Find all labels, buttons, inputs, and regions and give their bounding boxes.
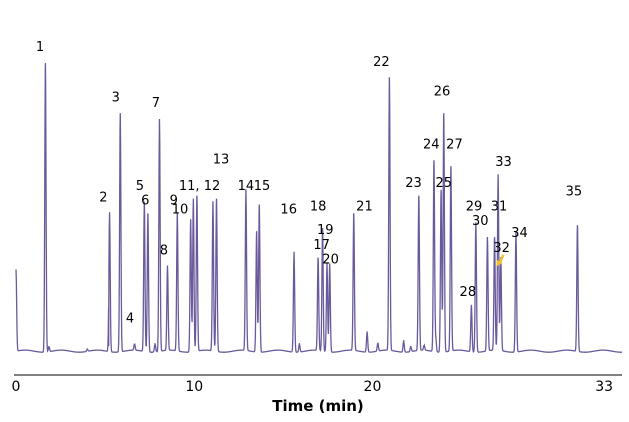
- peak-label-4: 4: [126, 312, 134, 327]
- peak-label-25: 25: [435, 176, 452, 191]
- peak-label-33: 33: [495, 155, 512, 170]
- peak-label-34: 34: [511, 226, 528, 241]
- peak-label-28: 28: [460, 285, 477, 300]
- peak-label-11-12: 11, 12: [179, 179, 220, 194]
- x-tick-label-33: 33: [595, 379, 613, 395]
- peak-label-17: 17: [313, 238, 330, 253]
- peak-label-32: 32: [493, 241, 510, 256]
- peak-label-26: 26: [434, 84, 451, 99]
- peak-label-10: 10: [172, 202, 189, 217]
- peak-label-14: 14: [238, 179, 255, 194]
- peak-label-15: 15: [254, 179, 271, 194]
- peak-label-6: 6: [141, 194, 149, 209]
- peak-label-35: 35: [566, 185, 583, 200]
- annotation-layer: [496, 254, 505, 267]
- peak-label-27: 27: [446, 138, 463, 153]
- trace-layer: [15, 62, 623, 353]
- x-axis: 0 10 20 33: [12, 374, 622, 395]
- peak-label-8: 8: [160, 244, 168, 259]
- peak-label-19: 19: [317, 223, 334, 238]
- peak-label-20: 20: [322, 253, 339, 268]
- annotation-arrow-head: [496, 259, 503, 267]
- peak-label-23: 23: [405, 176, 422, 191]
- peak-label-22: 22: [373, 55, 390, 70]
- chromatogram-trace: [15, 62, 623, 353]
- peak-label-30: 30: [472, 214, 489, 229]
- peak-label-21: 21: [356, 199, 373, 214]
- x-tick-label-20: 20: [364, 379, 382, 395]
- x-axis-title: Time (min): [272, 397, 364, 415]
- peak-label-3: 3: [112, 90, 120, 105]
- peak-label-2: 2: [99, 191, 107, 206]
- peak-label-5: 5: [136, 179, 144, 194]
- peak-label-1: 1: [36, 40, 44, 55]
- peak-label-31: 31: [491, 199, 508, 214]
- peak-label-16: 16: [280, 202, 297, 217]
- peak-label-18: 18: [310, 199, 327, 214]
- peak-label-13: 13: [213, 152, 230, 167]
- x-tick-label-0: 0: [12, 379, 21, 395]
- x-tick-label-10: 10: [185, 379, 203, 395]
- peak-label-29: 29: [466, 199, 483, 214]
- peak-label-9: 9: [170, 194, 178, 209]
- peak-label-7: 7: [152, 96, 160, 111]
- peak-label-24: 24: [423, 138, 440, 153]
